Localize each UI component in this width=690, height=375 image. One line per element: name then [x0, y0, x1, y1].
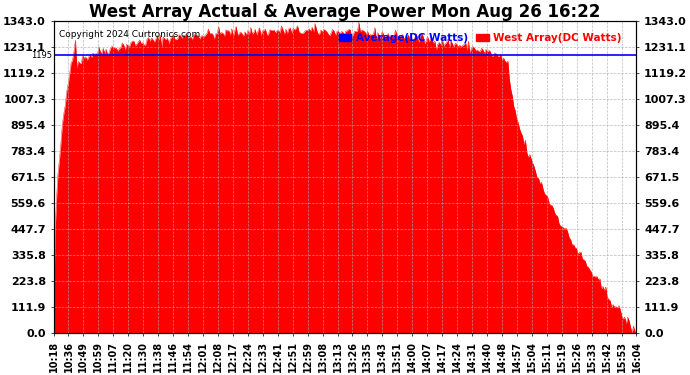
Text: 1195: 1195 — [31, 51, 52, 60]
Title: West Array Actual & Average Power Mon Aug 26 16:22: West Array Actual & Average Power Mon Au… — [89, 3, 601, 21]
Legend: Average(DC Watts), West Array(DC Watts): Average(DC Watts), West Array(DC Watts) — [335, 29, 625, 48]
Text: Copyright 2024 Curtronics.com: Copyright 2024 Curtronics.com — [59, 30, 201, 39]
